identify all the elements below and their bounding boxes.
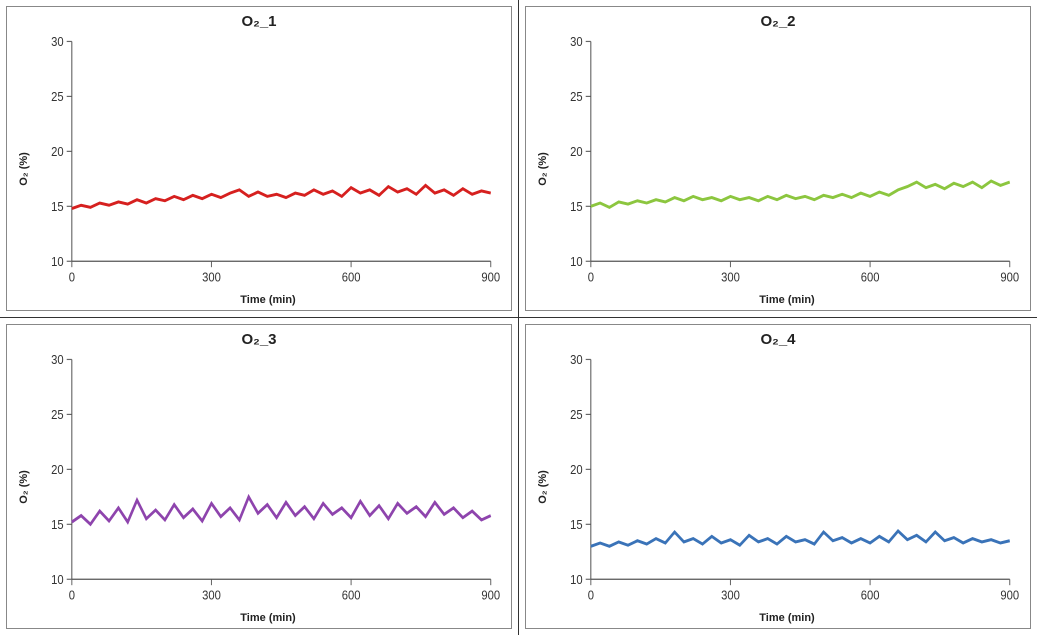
chart-body: O₂ (%) 10152025300300600900 Time (min) [534,32,1022,306]
svg-text:0: 0 [588,588,594,603]
svg-text:20: 20 [51,144,64,159]
svg-text:10: 10 [570,254,583,269]
y-axis-label: O₂ (%) [534,350,552,624]
svg-text:300: 300 [721,588,740,603]
svg-text:300: 300 [202,270,221,285]
y-axis-label: O₂ (%) [15,350,33,624]
svg-text:600: 600 [861,270,880,285]
svg-text:600: 600 [342,270,361,285]
chart-title: O₂_1 [15,13,503,30]
svg-text:20: 20 [570,144,583,159]
svg-text:900: 900 [1000,270,1019,285]
svg-text:20: 20 [51,462,64,477]
svg-text:30: 30 [570,352,583,367]
svg-text:20: 20 [570,462,583,477]
svg-text:25: 25 [51,89,64,104]
svg-text:900: 900 [481,588,500,603]
plot-column: 10152025300300600900 Time (min) [552,350,1022,624]
svg-text:600: 600 [861,588,880,603]
cell-3: O₂_4 O₂ (%) 10152025300300600900 Time (m… [519,318,1037,635]
chart-panel-3: O₂_4 O₂ (%) 10152025300300600900 Time (m… [525,324,1031,629]
svg-text:25: 25 [570,89,583,104]
svg-text:600: 600 [342,588,361,603]
chart-body: O₂ (%) 10152025300300600900 Time (min) [15,350,503,624]
svg-holder: 10152025300300600900 [552,32,1022,292]
svg-text:900: 900 [481,270,500,285]
cell-1: O₂_2 O₂ (%) 10152025300300600900 Time (m… [519,0,1037,317]
svg-text:10: 10 [51,254,64,269]
y-axis-label: O₂ (%) [15,32,33,306]
svg-text:0: 0 [69,270,75,285]
chart-svg-1: 10152025300300600900 [552,32,1022,292]
x-axis-label: Time (min) [552,612,1022,624]
chart-title: O₂_2 [534,13,1022,30]
svg-text:10: 10 [51,572,64,587]
chart-svg-3: 10152025300300600900 [552,350,1022,610]
svg-text:15: 15 [51,517,64,532]
svg-text:0: 0 [69,588,75,603]
svg-holder: 10152025300300600900 [552,350,1022,610]
svg-text:900: 900 [1000,588,1019,603]
x-axis-label: Time (min) [33,612,503,624]
chart-svg-2: 10152025300300600900 [33,350,503,610]
chart-body: O₂ (%) 10152025300300600900 Time (min) [15,32,503,306]
svg-holder: 10152025300300600900 [33,350,503,610]
svg-holder: 10152025300300600900 [33,32,503,292]
plot-column: 10152025300300600900 Time (min) [33,32,503,306]
plot-column: 10152025300300600900 Time (min) [33,350,503,624]
svg-text:25: 25 [51,407,64,422]
x-axis-label: Time (min) [33,294,503,306]
cell-2: O₂_3 O₂ (%) 10152025300300600900 Time (m… [0,318,518,635]
svg-text:15: 15 [51,199,64,214]
chart-panel-1: O₂_2 O₂ (%) 10152025300300600900 Time (m… [525,6,1031,311]
cell-0: O₂_1 O₂ (%) 10152025300300600900 Time (m… [0,0,518,317]
x-axis-label: Time (min) [552,294,1022,306]
svg-text:30: 30 [51,34,64,49]
chart-grid: O₂_1 O₂ (%) 10152025300300600900 Time (m… [0,0,1037,635]
svg-text:30: 30 [570,34,583,49]
plot-column: 10152025300300600900 Time (min) [552,32,1022,306]
svg-text:10: 10 [570,572,583,587]
chart-title: O₂_4 [534,331,1022,348]
chart-panel-0: O₂_1 O₂ (%) 10152025300300600900 Time (m… [6,6,512,311]
svg-text:0: 0 [588,270,594,285]
chart-body: O₂ (%) 10152025300300600900 Time (min) [534,350,1022,624]
svg-text:30: 30 [51,352,64,367]
svg-text:300: 300 [721,270,740,285]
y-axis-label: O₂ (%) [534,32,552,306]
svg-text:300: 300 [202,588,221,603]
svg-text:25: 25 [570,407,583,422]
chart-panel-2: O₂_3 O₂ (%) 10152025300300600900 Time (m… [6,324,512,629]
svg-text:15: 15 [570,199,583,214]
chart-svg-0: 10152025300300600900 [33,32,503,292]
svg-text:15: 15 [570,517,583,532]
chart-title: O₂_3 [15,331,503,348]
